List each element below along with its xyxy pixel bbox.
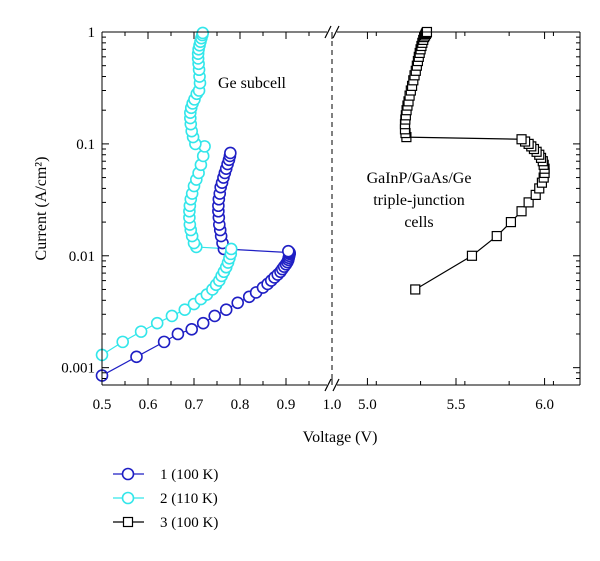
- data-point: [116, 335, 129, 349]
- series-line: [101, 250, 291, 377]
- legend-marker: [122, 516, 134, 528]
- annotation-triple-junction-line: GaInP/GaAs/Ge: [367, 170, 472, 187]
- data-point: [165, 309, 179, 323]
- legend-marker: [121, 491, 135, 505]
- annotation-triple-junction-line: triple-junction: [373, 192, 465, 209]
- data-point: [157, 335, 171, 349]
- data-point: [178, 303, 192, 316]
- data-point: [281, 244, 295, 258]
- data-point: [171, 327, 185, 341]
- data-point: [196, 26, 210, 40]
- x-tick-label: 5.5: [447, 397, 466, 413]
- legend-label: 1 (100 K): [160, 467, 218, 483]
- data-point: [523, 197, 534, 208]
- x-tick-label: 0.7: [185, 397, 204, 413]
- y-tick-label: 1: [88, 25, 96, 41]
- x-tick-label: 1.0: [323, 397, 342, 413]
- data-point: [196, 316, 210, 330]
- data-point: [231, 296, 244, 310]
- axis-break-mark: [332, 378, 340, 392]
- y-tick-label: 0.01: [69, 249, 95, 265]
- legend-label: 2 (110 K): [160, 491, 218, 507]
- plot-area: [95, 26, 550, 382]
- x-tick-label: 6.0: [535, 397, 554, 413]
- x-tick-label: 0.8: [231, 397, 250, 413]
- legend: 1 (100 K) 2 (110 K) 3 (100 K): [113, 467, 218, 531]
- data-point: [491, 230, 502, 242]
- y-tick-label: 0.001: [61, 361, 95, 377]
- axis-break-mark: [332, 25, 340, 39]
- axes: 0.001 0.01 0.1 1 0.5 0.6 0.7 0.8 0.9 1.0 5.0 5.5 6.0…: [33, 25, 581, 446]
- data-point: [516, 206, 527, 217]
- data-point: [505, 216, 517, 228]
- y-tick-label: 0.1: [76, 137, 95, 153]
- x-tick-label: 0.6: [139, 397, 158, 413]
- annotation-ge-subcell: Ge subcell: [218, 75, 287, 92]
- data-point: [219, 303, 233, 316]
- axis-break-mark: [324, 378, 332, 392]
- annotation-triple-junction-line: cells: [404, 214, 433, 231]
- data-point: [224, 146, 237, 160]
- data-point: [134, 325, 148, 338]
- connector-line: [405, 136, 522, 140]
- data-point: [130, 350, 143, 364]
- x-tick-label: 0.9: [277, 397, 296, 413]
- legend-label: 3 (100 K): [160, 515, 218, 531]
- data-point: [516, 134, 527, 145]
- axis-break-mark: [324, 25, 332, 39]
- data-point: [208, 309, 221, 323]
- legend-marker: [121, 467, 135, 481]
- data-point: [410, 284, 421, 295]
- x-tick-label: 5.0: [358, 397, 377, 413]
- data-point: [185, 323, 198, 336]
- x-tick-label: 0.5: [93, 397, 112, 413]
- x-axis-title: Voltage (V): [303, 429, 378, 446]
- data-point: [150, 316, 164, 330]
- y-axis-title: Current (A/cm²): [33, 157, 50, 261]
- data-point: [466, 250, 478, 261]
- data-point: [224, 242, 238, 256]
